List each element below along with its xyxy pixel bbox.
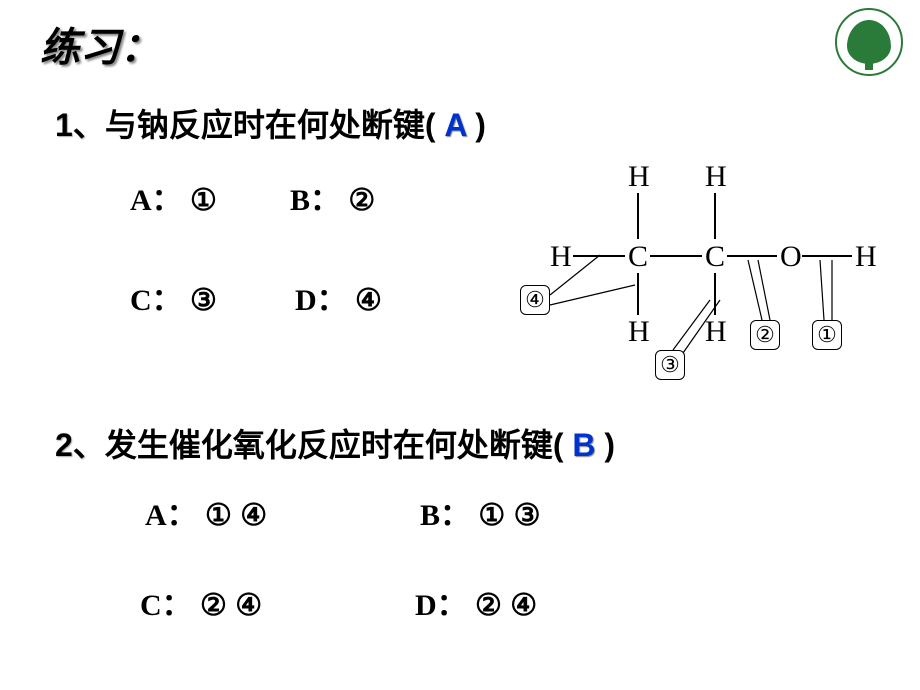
q1-opt-d-label: D： xyxy=(295,284,347,317)
q2-answer: B xyxy=(572,427,595,463)
q1-opt-b: B： ② xyxy=(290,175,375,219)
q2-opt-b-label: B： xyxy=(420,499,470,532)
q1-opt-c-val: ③ xyxy=(190,283,217,318)
q2-opt-a: A： ① ④ xyxy=(145,490,267,534)
leader-lines xyxy=(500,155,900,385)
q2-opt-c: C： ② ④ xyxy=(140,580,262,624)
q2-number: 2、 xyxy=(55,427,105,463)
page-title: 练习： xyxy=(40,15,160,73)
q2-opt-b: B： ① ③ xyxy=(420,490,540,534)
q1-opt-d: D： ④ xyxy=(295,275,382,319)
q2-stem: 2、发生催化氧化反应时在何处断键( B ) xyxy=(55,420,615,466)
q1-stem: 1、与钠反应时在何处断键( A ) xyxy=(55,100,486,146)
q2-opt-c-label: C： xyxy=(140,589,192,622)
tree-icon xyxy=(847,20,891,64)
q1-opt-a-val: ① xyxy=(190,183,217,218)
q1-text-post: ) xyxy=(466,107,486,143)
q2-opt-a-label: A： xyxy=(145,499,197,532)
q2-opt-d-label: D： xyxy=(415,589,467,622)
school-logo xyxy=(835,8,905,78)
q2-opt-d: D： ② ④ xyxy=(415,580,537,624)
q2-opt-c-val: ② ④ xyxy=(200,588,262,623)
logo-circle xyxy=(835,8,903,76)
q1-opt-a-label: A： xyxy=(130,184,182,217)
q2-opt-a-val: ① ④ xyxy=(205,498,267,533)
ethanol-structure: H H H C C O H H H ④ ③ ② ① xyxy=(500,155,900,385)
q1-opt-c: C： ③ xyxy=(130,275,217,319)
q1-opt-b-val: ② xyxy=(348,183,375,218)
q2-opt-b-val: ① ③ xyxy=(478,498,540,533)
q2-text-pre: 发生催化氧化反应时在何处断键( xyxy=(105,427,573,463)
q1-opt-d-val: ④ xyxy=(355,283,382,318)
q1-text-pre: 与钠反应时在何处断键( xyxy=(105,107,445,143)
q1-opt-a: A： ① xyxy=(130,175,217,219)
q1-answer: A xyxy=(444,107,466,143)
q1-opt-b-label: B： xyxy=(290,184,340,217)
q1-number: 1、 xyxy=(55,107,105,143)
q2-text-post: ) xyxy=(595,427,615,463)
q2-opt-d-val: ② ④ xyxy=(475,588,537,623)
q1-opt-c-label: C： xyxy=(130,284,182,317)
